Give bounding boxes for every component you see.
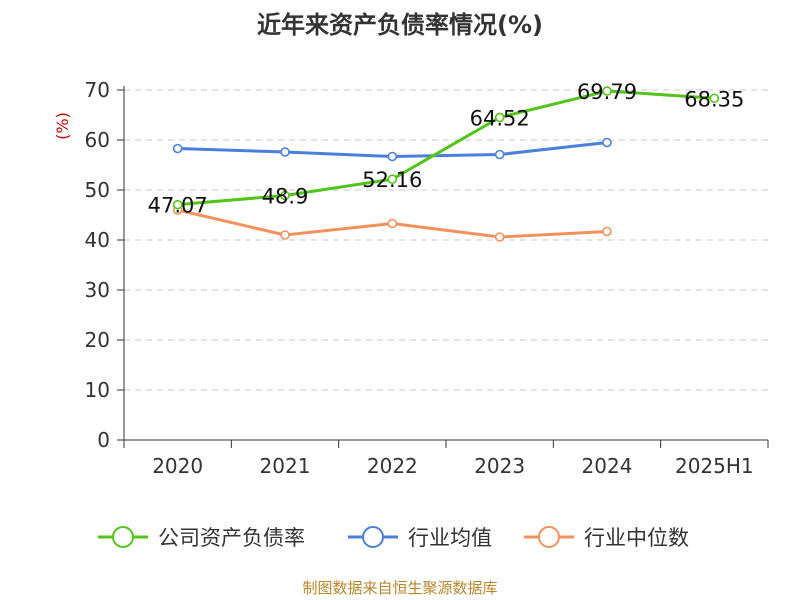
y-tick-label: 40 bbox=[85, 228, 110, 252]
data-point bbox=[494, 232, 505, 242]
legend: 公司资产负债率 行业均值 行业中位数 bbox=[98, 526, 689, 550]
x-tick-label: 2025H1 bbox=[675, 454, 754, 478]
data-point bbox=[709, 93, 720, 104]
y-tick-label: 60 bbox=[85, 128, 110, 152]
data-point bbox=[387, 174, 398, 184]
data-label: 69.79 bbox=[577, 80, 637, 104]
data-point bbox=[602, 86, 612, 96]
data-point bbox=[280, 230, 290, 240]
x-tick-label: 2023 bbox=[474, 454, 525, 478]
data-point bbox=[280, 147, 290, 157]
legend-swatch-marker bbox=[538, 526, 560, 548]
data-point bbox=[172, 143, 183, 154]
data-point bbox=[387, 151, 398, 162]
x-tick-label: 2021 bbox=[260, 454, 311, 478]
legend-label: 行业中位数 bbox=[584, 526, 689, 550]
data-point bbox=[280, 190, 290, 201]
data-point bbox=[172, 199, 183, 210]
data-labels: 47.07 48.9 52.16 64.52 69.79 68.35 bbox=[148, 80, 745, 218]
y-tick-label: 70 bbox=[85, 78, 110, 102]
data-label: 48.9 bbox=[262, 185, 309, 209]
data-label: 64.52 bbox=[470, 106, 530, 130]
data-point bbox=[602, 226, 612, 237]
data-point bbox=[602, 137, 612, 148]
legend-swatch-marker bbox=[112, 526, 134, 548]
y-tick-label: 50 bbox=[85, 178, 110, 202]
series-line bbox=[177, 89, 715, 207]
y-tick-label: 30 bbox=[85, 278, 110, 302]
legend-label: 行业均值 bbox=[408, 526, 492, 550]
y-tick-label: 10 bbox=[85, 378, 110, 402]
legend-swatch-marker bbox=[362, 526, 384, 548]
chart-title: 近年来资产负债率情况(%) bbox=[257, 11, 543, 39]
y-axis-label: (%) bbox=[53, 112, 72, 140]
x-tick-label: 2022 bbox=[367, 454, 418, 478]
data-label: 47.07 bbox=[148, 194, 208, 218]
y-tick-label: 0 bbox=[97, 428, 110, 452]
grid bbox=[124, 89, 768, 391]
data-label: 68.35 bbox=[684, 87, 744, 111]
y-tick-label: 20 bbox=[85, 328, 110, 352]
data-point bbox=[387, 218, 398, 229]
series-group bbox=[172, 86, 720, 242]
x-tick-label: 2024 bbox=[582, 454, 633, 478]
x-tick-label: 2020 bbox=[152, 454, 203, 478]
data-point bbox=[494, 112, 505, 123]
data-label: 52.16 bbox=[362, 168, 422, 192]
data-point bbox=[494, 149, 505, 160]
source-note: 制图数据来自恒生聚源数据库 bbox=[302, 579, 497, 597]
axes: 0 10 20 30 40 50 60 70 2020 2021 2022 2023 2024 2025H… bbox=[85, 78, 769, 478]
legend-label: 公司资产负债率 bbox=[158, 526, 305, 550]
